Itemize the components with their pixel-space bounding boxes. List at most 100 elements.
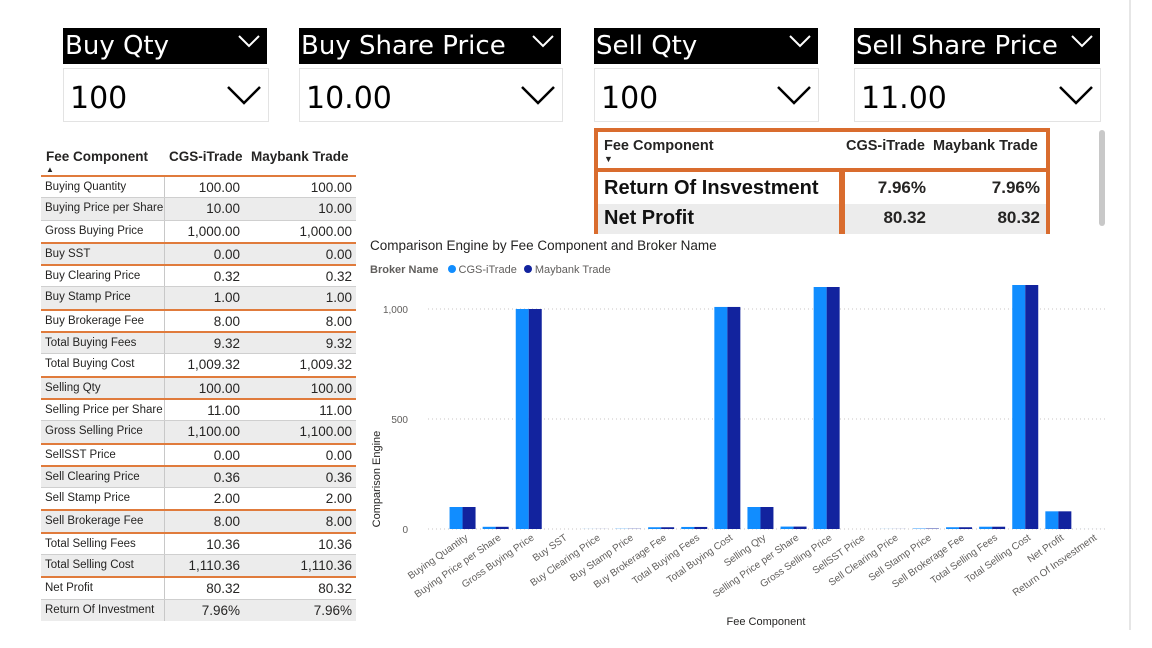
table-row[interactable]: Sell Brokerage Fee 8.00 8.00 (41, 509, 356, 532)
column-header-fee-component[interactable]: Fee Component (46, 149, 149, 164)
row-label: Sell Stamp Price (45, 492, 131, 505)
summary-table: Fee Component ▼ CGS-iTrade Maybank Trade… (594, 128, 1050, 234)
bar[interactable] (992, 526, 1006, 529)
column-header-cgs-itrade[interactable]: CGS-iTrade (846, 138, 925, 154)
bar[interactable] (528, 309, 542, 529)
row-label: Gross Buying Price (45, 224, 144, 237)
row-label: Buy Brokerage Fee (45, 314, 145, 327)
sort-descending-icon[interactable]: ▼ (604, 154, 613, 164)
table-row[interactable]: Gross Selling Price 1,100.00 1,100.00 (41, 420, 356, 443)
row-label: Gross Selling Price (45, 425, 143, 438)
row-label: Net Profit (45, 582, 93, 595)
sort-ascending-icon[interactable]: ▲ (46, 165, 54, 174)
bar[interactable] (1045, 511, 1059, 529)
row-label: Sell Clearing Price (45, 470, 140, 483)
bar[interactable] (648, 527, 662, 529)
cell-cgs-itrade: 1.00 (213, 290, 240, 306)
slicer-dropdown[interactable]: 100 (63, 68, 269, 122)
chevron-down-icon[interactable] (776, 83, 812, 107)
fee-table: Fee Component ▲ CGS-iTrade Maybank Trade… (41, 145, 356, 621)
column-header-cgs-itrade[interactable]: CGS-iTrade (169, 149, 243, 164)
legend-item-cgs-itrade[interactable]: CGS-iTrade (458, 264, 517, 276)
cell-maybank-trade: 0.36 (325, 469, 352, 485)
column-divider (164, 421, 165, 443)
table-row[interactable]: Buy Brokerage Fee 8.00 8.00 (41, 308, 356, 332)
bar[interactable] (780, 526, 794, 529)
bar[interactable] (515, 309, 529, 529)
bar[interactable] (727, 306, 741, 529)
bar[interactable] (747, 507, 761, 529)
chevron-down-icon[interactable] (520, 83, 556, 107)
slicer-dropdown[interactable]: 10.00 (299, 68, 563, 122)
bar[interactable] (826, 287, 840, 529)
table-row[interactable]: Sell Clearing Price 0.36 0.36 (41, 464, 356, 488)
chevron-down-icon[interactable] (237, 32, 261, 50)
table-row[interactable]: Total Buying Cost 1,009.32 1,009.32 (41, 353, 356, 376)
cell-maybank-trade: 80.32 (318, 581, 352, 597)
slicer-header[interactable]: Sell Share Price (854, 28, 1100, 64)
slicer-header[interactable]: Buy Share Price (299, 28, 561, 64)
column-divider (164, 399, 165, 421)
table-row[interactable]: Return Of Investment 7.96% 7.96% (41, 598, 356, 621)
bar[interactable] (946, 527, 960, 529)
slicer-header[interactable]: Sell Qty (594, 28, 818, 64)
table-row[interactable]: Sell Stamp Price 2.00 2.00 (41, 487, 356, 510)
bar[interactable] (482, 526, 496, 529)
table-row[interactable]: Buying Price per Share 10.00 10.00 (41, 197, 356, 220)
bar[interactable] (979, 526, 993, 529)
column-header-maybank-trade[interactable]: Maybank Trade (933, 138, 1038, 154)
table-row[interactable]: Total Selling Cost 1,110.36 1,110.36 (41, 554, 356, 577)
row-label: Net Profit (604, 207, 694, 229)
bar[interactable] (495, 526, 509, 529)
column-divider (164, 578, 165, 599)
cell-maybank-trade: 100.00 (310, 380, 352, 396)
bar[interactable] (714, 306, 728, 529)
column-header-maybank-trade[interactable]: Maybank Trade (251, 149, 349, 164)
cell-cgs-itrade: 0.32 (213, 269, 240, 285)
table-row[interactable]: Net Profit 80.32 80.32 (598, 204, 1046, 234)
chevron-down-icon[interactable] (226, 83, 262, 107)
bar[interactable] (1012, 285, 1026, 529)
row-label: SellSST Price (45, 448, 116, 461)
table-row[interactable]: Selling Price per Share 11.00 11.00 (41, 397, 356, 421)
table-row[interactable]: Buy Clearing Price 0.32 0.32 (41, 264, 356, 287)
chevron-down-icon[interactable] (1058, 83, 1094, 107)
column-header-fee-component[interactable]: Fee Component (604, 138, 714, 154)
chevron-down-icon[interactable] (1070, 32, 1094, 50)
bar[interactable] (760, 507, 774, 529)
bar[interactable] (959, 527, 973, 529)
legend-title: Broker Name (370, 264, 439, 276)
bar[interactable] (793, 526, 807, 529)
table-row[interactable]: Gross Buying Price 1,000.00 1,000.00 (41, 219, 356, 242)
bar[interactable] (449, 507, 463, 529)
column-divider (164, 354, 165, 376)
table-row[interactable]: Total Buying Fees 9.32 9.32 (41, 331, 356, 354)
table-row[interactable]: Buying Quantity 100.00 100.00 (41, 175, 356, 198)
table-row[interactable]: Total Selling Fees 10.36 10.36 (41, 531, 356, 555)
bar[interactable] (1058, 511, 1072, 529)
chart-title: Comparison Engine by Fee Component and B… (370, 238, 717, 253)
chevron-down-icon[interactable] (788, 32, 812, 50)
table-row[interactable]: Net Profit 80.32 80.32 (41, 576, 356, 599)
table-row[interactable]: Buy Stamp Price 1.00 1.00 (41, 286, 356, 309)
bar[interactable] (813, 287, 827, 529)
slicer-dropdown[interactable]: 11.00 (854, 68, 1101, 122)
bar[interactable] (661, 527, 675, 529)
cell-maybank-trade: 1.00 (325, 290, 352, 306)
table-row[interactable]: Return Of Insvestment 7.96% 7.96% (598, 174, 1046, 204)
chevron-down-icon[interactable] (531, 32, 555, 50)
table-row[interactable]: SellSST Price 0.00 0.00 (41, 442, 356, 465)
slicer-header[interactable]: Buy Qty (63, 28, 267, 64)
cell-maybank-trade: 7.96% (313, 602, 352, 618)
bar[interactable] (681, 526, 695, 529)
bar[interactable] (1025, 285, 1039, 529)
cell-cgs-itrade: 10.36 (206, 536, 240, 552)
legend-item-maybank-trade[interactable]: Maybank Trade (534, 264, 611, 276)
vertical-scrollbar[interactable] (1099, 130, 1105, 226)
bar[interactable] (462, 507, 476, 529)
slicer-dropdown[interactable]: 100 (594, 68, 819, 122)
bar[interactable] (694, 526, 708, 529)
slicer-title: Sell Qty (596, 31, 698, 61)
table-row[interactable]: Selling Qty 100.00 100.00 (41, 375, 356, 398)
table-row[interactable]: Buy SST 0.00 0.00 (41, 241, 356, 265)
